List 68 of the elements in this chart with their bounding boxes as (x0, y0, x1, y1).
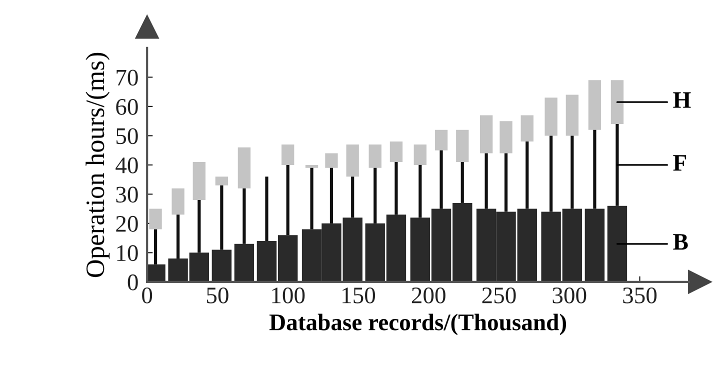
y-tick-label: 0 (128, 274, 138, 290)
y-tick-label: 30 (116, 186, 138, 203)
y-tick-label: 10 (117, 245, 138, 262)
bar (154, 229, 158, 264)
bar (500, 121, 512, 154)
y-tick-label: 40 (116, 157, 138, 174)
y-tick-label: 60 (116, 98, 138, 115)
bar (265, 176, 268, 241)
x-tick-label: 350 (623, 287, 657, 304)
bar (550, 136, 553, 212)
bar (593, 130, 596, 209)
y-tick-label: 70 (116, 70, 138, 86)
bar (149, 208, 162, 230)
bar (610, 80, 624, 124)
text: H (673, 92, 691, 108)
bar (330, 168, 334, 224)
bar (325, 153, 338, 168)
bar (390, 142, 403, 162)
bar (220, 185, 224, 250)
bar (198, 200, 201, 253)
bar (440, 150, 443, 209)
bar (616, 124, 619, 206)
x-tick-label: 0 (142, 287, 152, 304)
bar (212, 250, 232, 282)
bar (374, 168, 377, 224)
bar (504, 153, 508, 212)
bar (460, 162, 464, 203)
bar (480, 115, 493, 154)
bar (310, 168, 314, 230)
x-tick-label: 250 (482, 287, 516, 304)
bar (368, 144, 382, 168)
x-tick-label: 150 (342, 287, 376, 304)
bar (242, 188, 246, 244)
bar (172, 188, 184, 215)
x-tick-label: 100 (272, 287, 305, 304)
bar (484, 153, 488, 209)
bar (215, 176, 228, 186)
bar (286, 164, 290, 236)
bar (584, 208, 605, 282)
y-tick-label: 50 (116, 128, 138, 144)
x-tick-label: 300 (552, 287, 586, 304)
bar (456, 130, 469, 162)
bar (414, 144, 426, 165)
bar (238, 147, 251, 188)
bar (588, 80, 602, 130)
bar (418, 164, 422, 218)
y-axis-title: Operation hours/(ms) (86, 52, 110, 278)
bar (607, 206, 628, 282)
bar (520, 115, 534, 142)
bar (234, 244, 254, 282)
x-tick-label: 50 (207, 287, 228, 304)
bar (351, 176, 354, 218)
text: F (673, 155, 686, 171)
bar (570, 136, 574, 209)
bar (305, 164, 318, 168)
bar (282, 144, 294, 165)
x-axis-title: Database records/(Thousand) (269, 314, 566, 336)
series-label: B (673, 234, 688, 250)
bar (544, 98, 558, 136)
bar (346, 144, 359, 177)
bar (192, 162, 206, 200)
bar (566, 94, 579, 136)
y-tick-label: 20 (116, 216, 138, 232)
bar (394, 162, 398, 215)
x-tick-label: 200 (412, 287, 446, 304)
bar (176, 214, 180, 259)
bar (434, 130, 448, 150)
bar (526, 142, 529, 209)
